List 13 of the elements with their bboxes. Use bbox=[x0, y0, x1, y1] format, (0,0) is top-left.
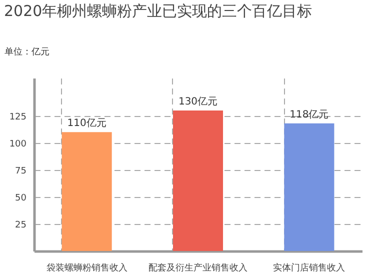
x-tick-label: 实体门店销售收入 bbox=[273, 262, 346, 274]
y-tick-label: 75 bbox=[15, 166, 26, 176]
y-tick-label: 125 bbox=[9, 112, 26, 122]
y-tick-label: 50 bbox=[15, 193, 27, 204]
chart-title: 2020年柳州螺蛳粉产业已实现的三个百亿目标 bbox=[4, 2, 312, 20]
data-label: 110亿元 bbox=[67, 118, 106, 130]
x-tick-label: 袋装螺蛳粉销售收入 bbox=[46, 262, 128, 274]
data-label: 130亿元 bbox=[178, 96, 218, 108]
x-tick-label: 配套及衍生产业销售收入 bbox=[148, 262, 248, 274]
data-label: 118亿元 bbox=[290, 109, 329, 120]
y-tick-label: 100 bbox=[9, 139, 27, 150]
y-axis-title: 单位：亿元 bbox=[4, 46, 50, 58]
y-tick-label: 25 bbox=[15, 220, 26, 230]
